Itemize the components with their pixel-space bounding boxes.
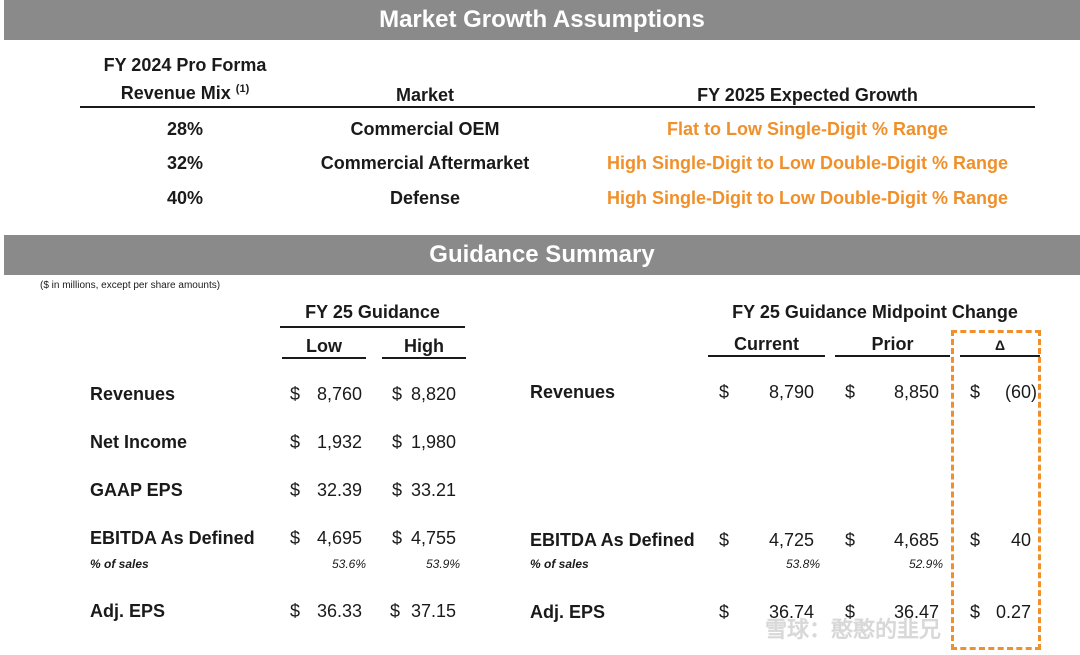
market-row-growth: High Single-Digit to Low Double-Digit % … <box>607 153 1008 173</box>
market-row-mix: 28% <box>166 119 204 139</box>
col-prior-header: Prior <box>871 334 914 354</box>
pct-low-value: 53.6% <box>331 557 366 571</box>
low-header-rule <box>282 357 366 359</box>
currency-symbol: $ <box>392 480 403 500</box>
right-table-title: FY 25 Guidance Midpoint Change <box>732 302 1018 322</box>
current-header-rule <box>708 355 825 357</box>
col-mix-header-text: Revenue Mix <box>120 83 231 103</box>
pct-of-sales-label: % of sales <box>90 557 149 571</box>
currency-symbol: $ <box>290 384 301 404</box>
delta-header-rule <box>960 355 1040 357</box>
row-label: Revenues <box>530 382 616 402</box>
low-value: 4,695 <box>316 528 362 548</box>
col-delta-header: Δ <box>994 337 1006 353</box>
low-value: 8,760 <box>316 384 362 404</box>
high-value: 4,755 <box>410 528 456 548</box>
low-value: 32.39 <box>316 480 362 500</box>
market-row-growth: Flat to Low Single-Digit % Range <box>667 119 948 139</box>
current-value: 8,790 <box>768 382 814 402</box>
currency-symbol: $ <box>290 432 301 452</box>
market-row-name: Commercial OEM <box>350 119 500 139</box>
currency-symbol: $ <box>719 530 730 550</box>
current-value: 4,725 <box>768 530 814 550</box>
market-row-growth: High Single-Digit to Low Double-Digit % … <box>607 188 1008 208</box>
high-value: 33.21 <box>410 480 456 500</box>
pct-prior-value: 52.9% <box>908 557 943 571</box>
high-value: 1,980 <box>410 432 456 452</box>
market-header-rule <box>80 106 1035 108</box>
row-label: EBITDA As Defined <box>530 530 695 550</box>
delta-value: 40 <box>1010 530 1031 550</box>
col-mix-header-line1: FY 2024 Pro Forma <box>103 55 267 75</box>
pct-high-value: 53.9% <box>425 557 460 571</box>
currency-symbol: $ <box>970 530 981 550</box>
market-row-mix: 32% <box>166 153 204 173</box>
delta-value: 0.27 <box>995 602 1031 622</box>
currency-symbol: $ <box>970 382 981 402</box>
low-value: 36.33 <box>316 601 362 621</box>
market-row-mix: 40% <box>166 188 204 208</box>
market-banner: Market Growth Assumptions <box>4 0 1080 40</box>
currency-symbol: $ <box>290 480 301 500</box>
currency-symbol: $ <box>290 601 301 621</box>
left-table-title: FY 25 Guidance <box>305 302 440 322</box>
market-row-name: Commercial Aftermarket <box>320 153 530 173</box>
delta-highlight-box <box>951 330 1041 650</box>
units-note: ($ in millions, except per share amounts… <box>40 280 221 291</box>
row-label: EBITDA As Defined <box>90 528 255 548</box>
col-mix-header-line2: Revenue Mix (1) <box>80 83 290 104</box>
currency-symbol: $ <box>390 601 401 621</box>
guidance-banner: Guidance Summary <box>4 235 1080 275</box>
col-low-header: Low <box>306 336 342 356</box>
col-growth-header: FY 2025 Expected Growth <box>697 85 918 105</box>
prior-value: 4,685 <box>893 530 939 550</box>
left-title-rule <box>280 326 465 328</box>
row-label: Adj. EPS <box>530 602 606 622</box>
market-row-name: Defense <box>389 188 461 208</box>
row-label: Adj. EPS <box>90 601 166 621</box>
currency-symbol: $ <box>392 384 403 404</box>
watermark: 雪球：憨憨的韭兄 <box>765 617 942 642</box>
delta-value: (60) <box>1004 382 1037 402</box>
pct-current-value: 53.8% <box>785 557 820 571</box>
footnote-marker: (1) <box>235 83 250 95</box>
col-current-header: Current <box>733 334 799 354</box>
row-label: GAAP EPS <box>90 480 183 500</box>
currency-symbol: $ <box>970 602 981 622</box>
prior-header-rule <box>835 355 950 357</box>
high-value: 8,820 <box>410 384 456 404</box>
currency-symbol: $ <box>392 432 403 452</box>
row-label: Revenues <box>90 384 176 404</box>
currency-symbol: $ <box>392 528 403 548</box>
currency-symbol: $ <box>845 602 856 622</box>
currency-symbol: $ <box>845 382 856 402</box>
current-value: 36.74 <box>768 602 814 622</box>
currency-symbol: $ <box>290 528 301 548</box>
currency-symbol: $ <box>845 530 856 550</box>
high-value: 37.15 <box>410 601 456 621</box>
low-value: 1,932 <box>316 432 362 452</box>
prior-value: 36.47 <box>893 602 939 622</box>
col-high-header: High <box>404 336 444 356</box>
currency-symbol: $ <box>719 602 730 622</box>
currency-symbol: $ <box>719 382 730 402</box>
prior-value: 8,850 <box>893 382 939 402</box>
high-header-rule <box>382 357 466 359</box>
row-label: Net Income <box>90 432 188 452</box>
col-market-header: Market <box>395 85 455 105</box>
pct-of-sales-label: % of sales <box>530 557 589 571</box>
